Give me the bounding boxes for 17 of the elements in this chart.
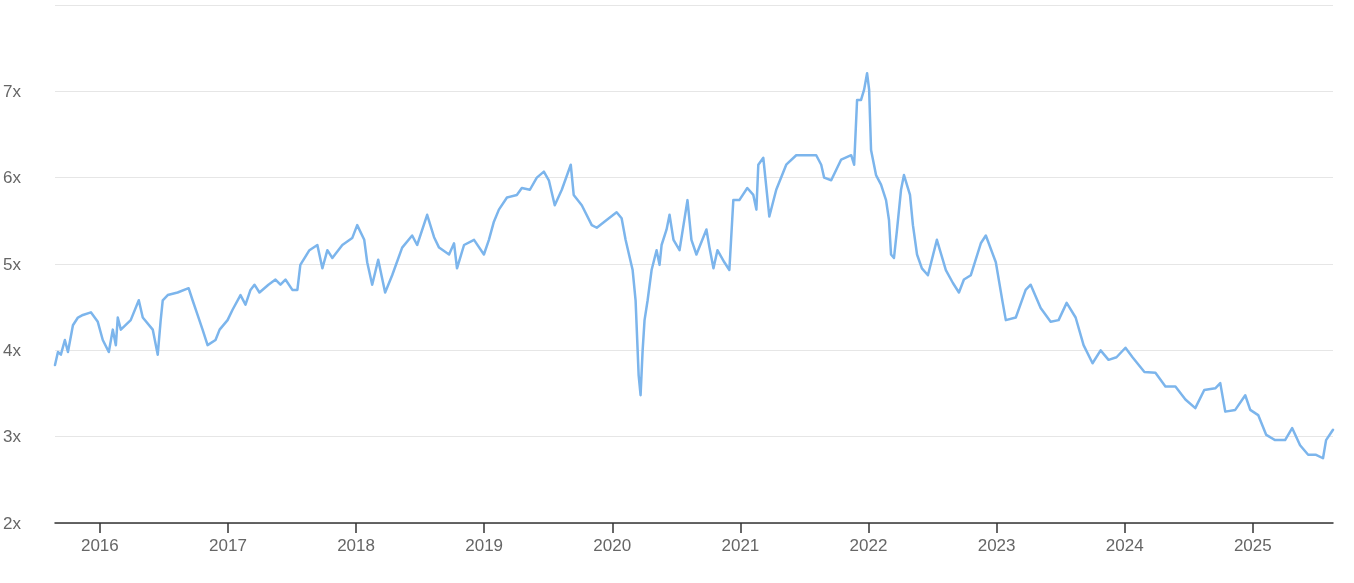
x-tick-label: 2025: [1233, 536, 1272, 555]
x-tick-label: 2018: [337, 536, 375, 555]
x-tick-label: 2021: [721, 536, 760, 555]
x-tick-label: 2019: [465, 536, 504, 555]
x-tick-label: 2023: [977, 536, 1016, 555]
line-series: [53, 71, 1335, 460]
x-tick-label: 2022: [849, 536, 888, 555]
y-tick-label: 4x: [3, 340, 22, 360]
x-tick-label: 2017: [209, 536, 247, 555]
y-tick-label: 7x: [3, 81, 22, 101]
y-tick-label: 2x: [3, 513, 22, 533]
x-tick-label: 2020: [593, 536, 632, 555]
y-tick-label: 5x: [3, 254, 22, 274]
y-tick-label: 6x: [3, 168, 22, 188]
x-tick-label: 2016: [80, 536, 119, 555]
y-tick-label: 3x: [3, 427, 22, 447]
x-tick-label: 2024: [1105, 536, 1144, 555]
